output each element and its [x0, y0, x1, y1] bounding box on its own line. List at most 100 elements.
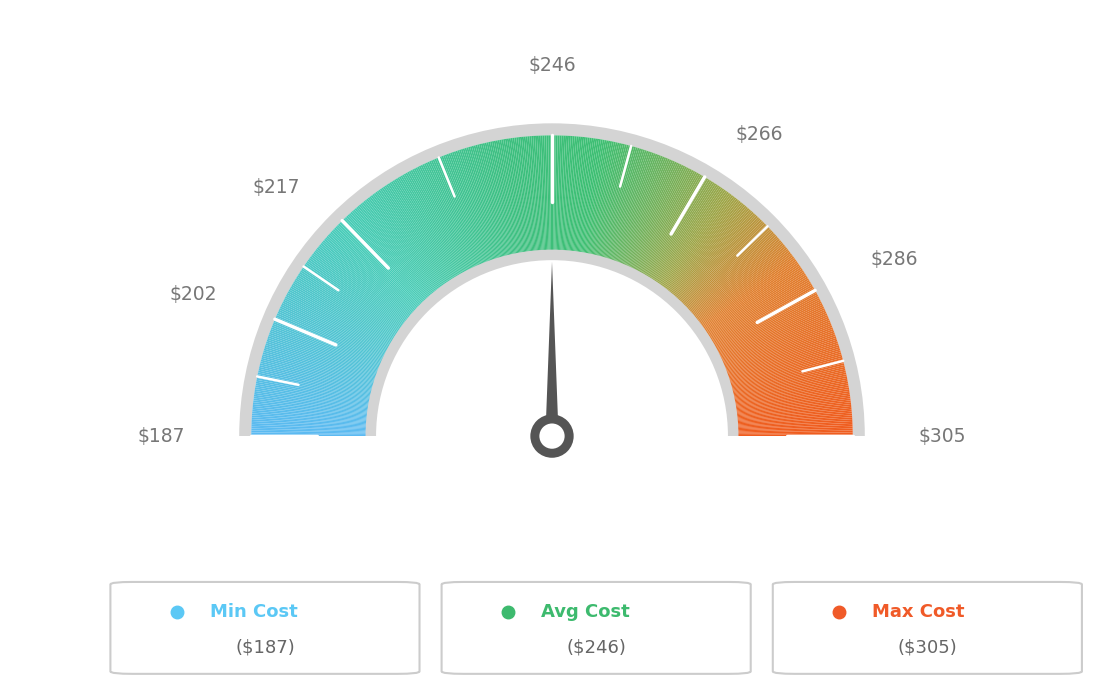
Wedge shape — [731, 395, 850, 413]
Wedge shape — [297, 275, 400, 340]
Wedge shape — [617, 156, 662, 268]
Text: ($305): ($305) — [898, 638, 957, 656]
Wedge shape — [439, 157, 486, 268]
Wedge shape — [665, 201, 741, 295]
Text: ($246): ($246) — [566, 638, 626, 656]
Wedge shape — [601, 146, 634, 262]
Wedge shape — [375, 192, 447, 290]
Wedge shape — [408, 170, 467, 277]
Wedge shape — [731, 400, 851, 416]
Wedge shape — [482, 143, 511, 261]
Wedge shape — [720, 324, 831, 370]
Wedge shape — [720, 327, 834, 372]
FancyBboxPatch shape — [442, 582, 751, 674]
Wedge shape — [618, 157, 665, 268]
Wedge shape — [452, 152, 493, 266]
Wedge shape — [259, 367, 376, 395]
Wedge shape — [436, 158, 484, 270]
Wedge shape — [290, 286, 395, 347]
Wedge shape — [503, 139, 523, 258]
Wedge shape — [336, 226, 423, 311]
Wedge shape — [401, 175, 463, 280]
Wedge shape — [581, 139, 601, 258]
Wedge shape — [258, 371, 375, 398]
Wedge shape — [639, 172, 699, 279]
Wedge shape — [718, 318, 829, 366]
Wedge shape — [442, 156, 487, 268]
Wedge shape — [730, 387, 849, 408]
Wedge shape — [612, 152, 654, 266]
Text: Max Cost: Max Cost — [872, 603, 965, 621]
Wedge shape — [347, 215, 429, 304]
Wedge shape — [329, 233, 418, 315]
Wedge shape — [571, 137, 586, 257]
Wedge shape — [274, 320, 385, 368]
Wedge shape — [399, 176, 461, 281]
Wedge shape — [252, 426, 372, 431]
Wedge shape — [465, 148, 500, 264]
Wedge shape — [422, 164, 475, 273]
Wedge shape — [656, 190, 728, 290]
Wedge shape — [655, 188, 724, 288]
Wedge shape — [264, 347, 380, 384]
Wedge shape — [652, 186, 721, 287]
Wedge shape — [688, 239, 781, 319]
Wedge shape — [709, 288, 815, 348]
Wedge shape — [300, 270, 402, 337]
Wedge shape — [554, 135, 558, 256]
Wedge shape — [411, 170, 468, 277]
Wedge shape — [384, 185, 453, 286]
Wedge shape — [447, 154, 490, 267]
Wedge shape — [666, 202, 742, 296]
Wedge shape — [450, 152, 492, 266]
Wedge shape — [358, 206, 436, 299]
Wedge shape — [619, 157, 666, 269]
Wedge shape — [266, 342, 381, 380]
Wedge shape — [252, 411, 372, 422]
Wedge shape — [582, 139, 603, 258]
Wedge shape — [722, 336, 836, 377]
Wedge shape — [353, 209, 434, 301]
Wedge shape — [415, 167, 471, 275]
Wedge shape — [535, 136, 543, 256]
Wedge shape — [650, 184, 718, 286]
Wedge shape — [657, 192, 729, 290]
Wedge shape — [732, 433, 852, 435]
Wedge shape — [732, 434, 852, 436]
Wedge shape — [703, 273, 806, 339]
Wedge shape — [343, 218, 427, 306]
Wedge shape — [496, 140, 519, 259]
Wedge shape — [481, 144, 510, 261]
Wedge shape — [456, 150, 496, 265]
Wedge shape — [586, 141, 611, 259]
Wedge shape — [512, 138, 530, 257]
Wedge shape — [269, 333, 383, 375]
Wedge shape — [719, 320, 830, 368]
Wedge shape — [718, 315, 828, 364]
Circle shape — [530, 415, 574, 457]
Wedge shape — [252, 419, 372, 427]
Wedge shape — [725, 352, 841, 387]
Wedge shape — [407, 172, 466, 278]
Wedge shape — [438, 157, 485, 269]
Wedge shape — [710, 290, 816, 349]
Wedge shape — [731, 398, 850, 415]
Wedge shape — [613, 153, 656, 267]
Wedge shape — [252, 428, 372, 433]
Wedge shape — [529, 136, 540, 256]
Wedge shape — [412, 169, 469, 277]
Wedge shape — [570, 137, 584, 257]
Wedge shape — [728, 365, 845, 395]
Wedge shape — [732, 411, 852, 422]
Wedge shape — [686, 235, 776, 316]
Wedge shape — [596, 144, 627, 262]
Wedge shape — [587, 141, 612, 259]
Wedge shape — [729, 376, 847, 401]
Wedge shape — [255, 384, 374, 406]
Wedge shape — [380, 188, 449, 288]
Wedge shape — [732, 423, 852, 429]
Wedge shape — [723, 342, 838, 380]
Wedge shape — [691, 244, 785, 322]
Wedge shape — [584, 140, 606, 259]
Wedge shape — [359, 204, 437, 298]
